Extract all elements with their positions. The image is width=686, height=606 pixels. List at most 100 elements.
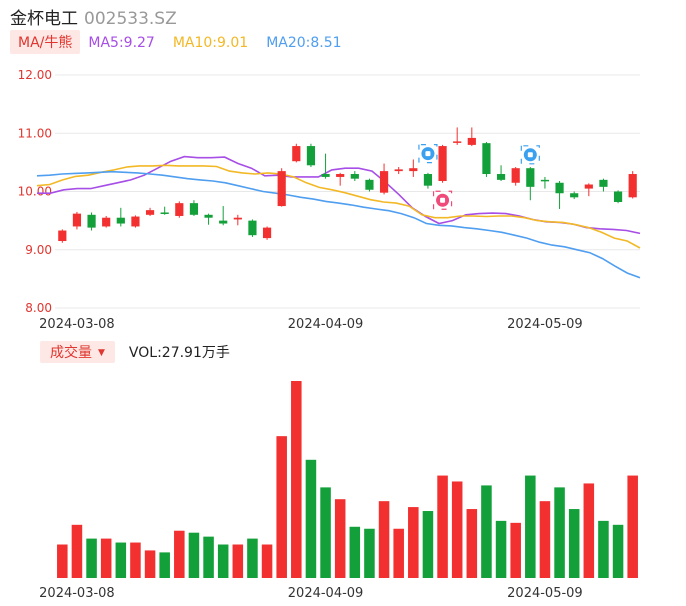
candlestick [233,214,242,226]
candlestick [102,215,111,228]
candle-body [599,179,608,187]
candle-body [72,213,82,227]
volume-bar [247,538,258,578]
candle-body [570,193,579,198]
candlestick [72,211,82,230]
candlestick [306,143,316,168]
volume-bar [334,499,346,578]
volume-bar [510,522,521,578]
candle-body [628,174,637,198]
candle-body [438,146,447,182]
candlestick [379,163,389,195]
buy-sell-marker-icon [418,144,438,164]
volume-bar [408,507,419,578]
volume-bar [261,544,273,578]
candlestick [599,178,608,192]
stock-name: 金杯电工 [10,9,78,29]
ma-legend: MA/牛熊 MA5:9.27 MA10:9.01 MA20:8.51 [10,30,360,54]
candlestick [248,219,257,237]
candlestick [584,183,593,197]
candlestick [570,191,579,200]
volume-bar [393,528,404,578]
candlestick [496,165,506,182]
volume-bar [320,487,331,578]
price-x-tick-label: 2024-05-09 [507,317,583,332]
volume-bar [100,538,112,578]
volume-bar [349,526,361,578]
candlestick [540,176,550,189]
volume-bar [378,501,390,578]
candle-body [379,171,389,193]
candle-body [306,146,316,166]
candlestick [277,168,286,207]
candlestick [350,171,359,182]
candlestick [423,172,433,189]
volume-x-tick-label: 2024-04-09 [288,586,364,601]
candlestick [116,207,125,227]
volume-legend: 成交量 ▼ VOL:27.91万手 [40,341,230,363]
volume-bar [276,436,287,578]
marker-frame [418,144,438,164]
price-x-tick-label: 2024-03-08 [39,317,115,332]
candle-body [233,217,242,220]
ma10-value: MA10:9.01 [172,35,249,51]
candle-body [511,168,520,183]
price-y-tick-label: 8.00 [25,301,52,315]
candle-body [58,230,67,242]
marker-glyph [440,197,446,203]
volume-bar [86,538,97,578]
candle-body [540,179,550,182]
candle-body [189,203,199,215]
volume-bar [188,532,200,578]
buy-sell-marker-icon [520,145,540,165]
candle-body [87,214,96,228]
candle-body [277,171,286,207]
volume-x-tick-label: 2024-05-09 [507,586,583,601]
candlestick [131,215,140,228]
volume-bar [554,487,565,578]
marker-glyph [425,151,431,157]
candle-body [394,169,403,172]
candle-body [526,168,535,187]
ma5-value: MA5:9.27 [88,35,155,51]
volume-bar [159,552,170,578]
candlestick [613,190,623,204]
candlestick [204,213,213,225]
candle-body [219,220,228,224]
volume-bar [217,544,229,578]
volume-indicator-dropdown[interactable]: 成交量 ▼ [40,341,115,363]
candle-body [248,220,257,236]
candlestick [409,159,418,177]
candlestick [526,167,535,201]
volume-bar [115,542,127,578]
price-y-tick-label: 11.00 [18,126,52,140]
candlestick [336,172,345,186]
buy-sell-marker-icon [432,190,453,210]
candle-body [131,216,140,227]
candlestick [175,201,184,218]
candlestick [145,207,155,216]
candle-body [423,174,433,186]
volume-bar [583,483,595,578]
volume-bar [466,509,478,578]
candlestick [292,143,301,163]
volume-value: VOL:27.91万手 [128,345,230,361]
marker-frame [520,145,540,165]
volume-bar [612,524,624,578]
candlestick [438,144,447,183]
volume-bar [422,511,434,578]
candle-body [336,174,345,177]
volume-bar [144,550,156,578]
volume-bar [539,501,551,578]
ma-line-ma20 [36,170,641,279]
volume-bar [437,475,448,578]
volume-bar [525,475,536,578]
candle-body [175,203,184,216]
volume-bar [57,544,68,578]
stock-header: 金杯电工 002533.SZ [10,4,177,29]
volume-bar [174,530,185,578]
candlestick [453,127,462,145]
ma-mode-toggle[interactable]: MA/牛熊 [10,30,81,54]
ma20-value: MA20:8.51 [266,35,342,51]
